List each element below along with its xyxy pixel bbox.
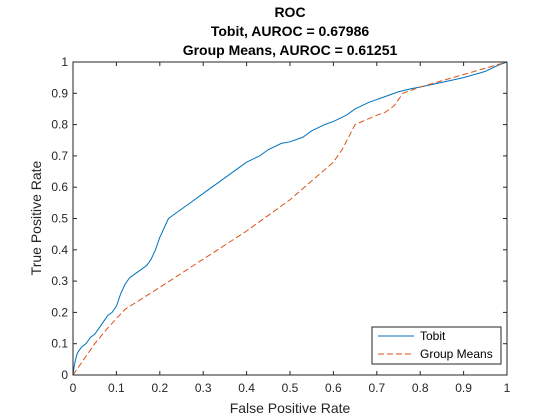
x-tick-label: 0.4 xyxy=(238,381,255,395)
y-tick-label: 0.1 xyxy=(51,337,68,351)
x-tick-label: 0.3 xyxy=(195,381,212,395)
legend-label-group-means: Group Means xyxy=(420,347,493,361)
x-tick-label: 0 xyxy=(70,381,77,395)
x-tick-label: 0.1 xyxy=(108,381,125,395)
series-line-group-means xyxy=(72,61,508,376)
y-tick-label: 0.8 xyxy=(51,118,68,132)
x-tick-label: 0.8 xyxy=(412,381,429,395)
x-tick-label: 0.5 xyxy=(282,381,299,395)
y-tick-label: 0.7 xyxy=(51,149,68,163)
chart-title-line-1: ROC xyxy=(274,4,305,20)
y-axis-label: True Positive Rate xyxy=(28,160,44,275)
plot-area xyxy=(73,62,507,375)
y-tick-label: 1 xyxy=(61,55,68,69)
y-axis-ticks: 0 0.1 0.2 0.3 0.4 0.5 0.6 0.7 0.8 0.9 1 xyxy=(51,55,507,382)
y-tick-label: 0.4 xyxy=(51,243,68,257)
series-layer xyxy=(72,61,508,376)
chart-title-line-2: Tobit, AUROC = 0.67986 xyxy=(211,23,370,39)
x-tick-label: 1 xyxy=(504,381,511,395)
x-tick-label: 0.6 xyxy=(325,381,342,395)
x-tick-label: 0.2 xyxy=(151,381,168,395)
legend-label-tobit: Tobit xyxy=(420,329,446,343)
y-tick-label: 0.2 xyxy=(51,305,68,319)
chart-title-line-3: Group Means, AUROC = 0.61251 xyxy=(183,42,398,58)
y-tick-label: 0.6 xyxy=(51,180,68,194)
x-axis-label: False Positive Rate xyxy=(230,400,351,416)
legend-box xyxy=(371,326,502,365)
y-tick-label: 0.9 xyxy=(51,86,68,100)
series-line-tobit xyxy=(72,61,508,376)
x-axis-ticks: 0 0.1 0.2 0.3 0.4 0.5 0.6 0.7 0.8 0.9 1 xyxy=(70,62,511,395)
legend: Tobit Group Means xyxy=(371,326,502,365)
y-tick-label: 0.3 xyxy=(51,274,68,288)
x-tick-label: 0.7 xyxy=(368,381,385,395)
y-tick-label: 0 xyxy=(61,368,68,382)
y-tick-label: 0.5 xyxy=(51,212,68,226)
x-tick-label: 0.9 xyxy=(455,381,472,395)
